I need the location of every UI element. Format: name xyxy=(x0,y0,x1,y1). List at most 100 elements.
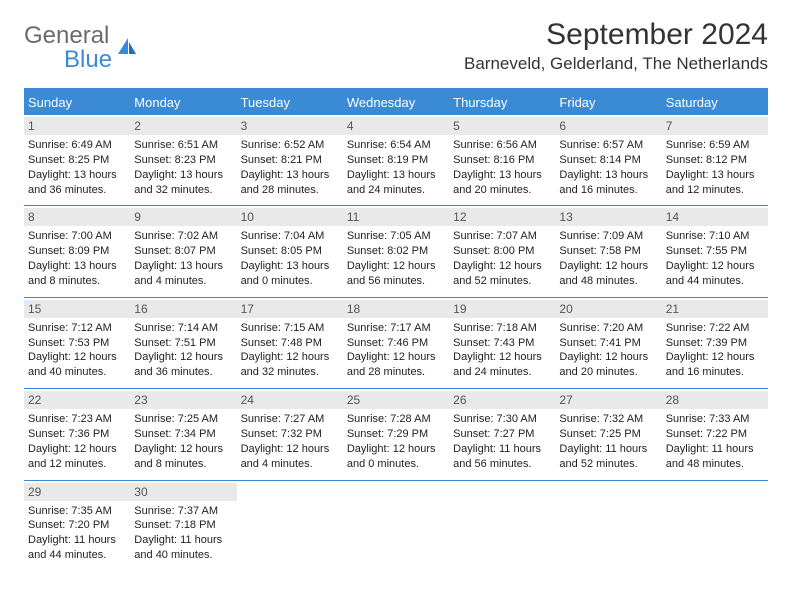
day-details: Sunrise: 7:05 AMSunset: 8:02 PMDaylight:… xyxy=(347,229,445,288)
dow-header: Saturday xyxy=(662,90,768,115)
day-number: 26 xyxy=(449,391,555,409)
title-block: September 2024 Barneveld, Gelderland, Th… xyxy=(464,18,768,74)
day-details: Sunrise: 6:49 AMSunset: 8:25 PMDaylight:… xyxy=(28,138,126,197)
day-cell xyxy=(237,481,343,571)
day-number xyxy=(555,483,661,501)
day-details: Sunrise: 7:17 AMSunset: 7:46 PMDaylight:… xyxy=(347,321,445,380)
day-number: 21 xyxy=(662,300,768,318)
day-details: Sunrise: 7:27 AMSunset: 7:32 PMDaylight:… xyxy=(241,412,339,471)
dow-header: Thursday xyxy=(449,90,555,115)
day-cell: 20Sunrise: 7:20 AMSunset: 7:41 PMDayligh… xyxy=(555,298,661,388)
day-cell: 12Sunrise: 7:07 AMSunset: 8:00 PMDayligh… xyxy=(449,206,555,296)
day-cell: 30 Sunrise: 7:37 AMSunset: 7:18 PMDayligh… xyxy=(130,481,236,571)
week-row: 1Sunrise: 6:49 AMSunset: 8:25 PMDaylight… xyxy=(24,115,768,206)
day-number: 27 xyxy=(555,391,661,409)
day-number xyxy=(237,483,343,501)
day-details: Sunrise: 7:23 AMSunset: 7:36 PMDaylight:… xyxy=(28,412,126,471)
month-title: September 2024 xyxy=(464,18,768,52)
day-cell: 7Sunrise: 6:59 AMSunset: 8:12 PMDaylight… xyxy=(662,115,768,205)
day-number: 19 xyxy=(449,300,555,318)
day-details: Sunrise: 7:32 AMSunset: 7:25 PMDaylight:… xyxy=(559,412,657,471)
day-cell: 18 Sunrise: 7:17 AMSunset: 7:46 PMDayligh… xyxy=(343,298,449,388)
day-number: 30 xyxy=(130,483,236,501)
day-details: Sunrise: 6:56 AMSunset: 8:16 PMDaylight:… xyxy=(453,138,551,197)
week-row: 8 Sunrise: 7:00 AMSunset: 8:09 PMDaylight… xyxy=(24,206,768,297)
day-number: 7 xyxy=(662,117,768,135)
dow-header: Tuesday xyxy=(237,90,343,115)
day-number: 3 xyxy=(237,117,343,135)
day-cell: 2 Sunrise: 6:51 AMSunset: 8:23 PMDaylight… xyxy=(130,115,236,205)
day-details: Sunrise: 7:35 AMSunset: 7:20 PMDaylight:… xyxy=(28,504,126,563)
day-number: 23 xyxy=(130,391,236,409)
day-details: Sunrise: 7:00 AMSunset: 8:09 PMDaylight:… xyxy=(28,229,126,288)
day-number xyxy=(343,483,449,501)
day-cell: 21 Sunrise: 7:22 AMSunset: 7:39 PMDayligh… xyxy=(662,298,768,388)
day-details: Sunrise: 7:18 AMSunset: 7:43 PMDaylight:… xyxy=(453,321,551,380)
day-number: 5 xyxy=(449,117,555,135)
day-cell: 25 Sunrise: 7:28 AMSunset: 7:29 PMDayligh… xyxy=(343,389,449,479)
logo-word2: Blue xyxy=(64,46,112,74)
day-number: 10 xyxy=(237,208,343,226)
day-number: 18 xyxy=(343,300,449,318)
day-details: Sunrise: 7:02 AMSunset: 8:07 PMDaylight:… xyxy=(134,229,232,288)
dow-header: Friday xyxy=(555,90,661,115)
logo-word1: General xyxy=(24,22,109,49)
day-number: 28 xyxy=(662,391,768,409)
day-number: 16 xyxy=(130,300,236,318)
week-row: 22 Sunrise: 7:23 AMSunset: 7:36 PMDayligh… xyxy=(24,389,768,480)
day-number: 14 xyxy=(662,208,768,226)
day-cell: 4Sunrise: 6:54 AMSunset: 8:19 PMDaylight… xyxy=(343,115,449,205)
day-number: 2 xyxy=(130,117,236,135)
day-details: Sunrise: 7:15 AMSunset: 7:48 PMDaylight:… xyxy=(241,321,339,380)
day-number: 22 xyxy=(24,391,130,409)
day-number: 24 xyxy=(237,391,343,409)
day-details: Sunrise: 7:37 AMSunset: 7:18 PMDaylight:… xyxy=(134,504,232,563)
day-cell: 19 Sunrise: 7:18 AMSunset: 7:43 PMDayligh… xyxy=(449,298,555,388)
day-details: Sunrise: 7:28 AMSunset: 7:29 PMDaylight:… xyxy=(347,412,445,471)
day-number: 4 xyxy=(343,117,449,135)
day-number: 8 xyxy=(24,208,130,226)
day-details: Sunrise: 7:04 AMSunset: 8:05 PMDaylight:… xyxy=(241,229,339,288)
day-cell xyxy=(662,481,768,571)
day-details: Sunrise: 6:57 AMSunset: 8:14 PMDaylight:… xyxy=(559,138,657,197)
day-details: Sunrise: 7:10 AMSunset: 7:55 PMDaylight:… xyxy=(666,229,764,288)
day-details: Sunrise: 7:33 AMSunset: 7:22 PMDaylight:… xyxy=(666,412,764,471)
day-cell: 17 Sunrise: 7:15 AMSunset: 7:48 PMDayligh… xyxy=(237,298,343,388)
day-details: Sunrise: 7:12 AMSunset: 7:53 PMDaylight:… xyxy=(28,321,126,380)
dow-row: SundayMondayTuesdayWednesdayThursdayFrid… xyxy=(24,90,768,115)
day-number: 20 xyxy=(555,300,661,318)
day-number: 6 xyxy=(555,117,661,135)
day-cell: 29Sunrise: 7:35 AMSunset: 7:20 PMDayligh… xyxy=(24,481,130,571)
day-details: Sunrise: 6:51 AMSunset: 8:23 PMDaylight:… xyxy=(134,138,232,197)
day-cell: 15 Sunrise: 7:12 AMSunset: 7:53 PMDayligh… xyxy=(24,298,130,388)
header: General Blue September 2024 Barneveld, G… xyxy=(24,18,768,74)
day-cell: 16 Sunrise: 7:14 AMSunset: 7:51 PMDayligh… xyxy=(130,298,236,388)
day-details: Sunrise: 7:30 AMSunset: 7:27 PMDaylight:… xyxy=(453,412,551,471)
day-cell: 3Sunrise: 6:52 AMSunset: 8:21 PMDaylight… xyxy=(237,115,343,205)
day-cell: 9 Sunrise: 7:02 AMSunset: 8:07 PMDaylight… xyxy=(130,206,236,296)
day-cell xyxy=(555,481,661,571)
day-cell xyxy=(449,481,555,571)
day-cell: 5 Sunrise: 6:56 AMSunset: 8:16 PMDaylight… xyxy=(449,115,555,205)
day-details: Sunrise: 7:22 AMSunset: 7:39 PMDaylight:… xyxy=(666,321,764,380)
day-cell: 6 Sunrise: 6:57 AMSunset: 8:14 PMDaylight… xyxy=(555,115,661,205)
day-number xyxy=(662,483,768,501)
day-number: 25 xyxy=(343,391,449,409)
weeks-container: 1Sunrise: 6:49 AMSunset: 8:25 PMDaylight… xyxy=(24,115,768,571)
day-cell: 26 Sunrise: 7:30 AMSunset: 7:27 PMDayligh… xyxy=(449,389,555,479)
day-details: Sunrise: 7:14 AMSunset: 7:51 PMDaylight:… xyxy=(134,321,232,380)
day-cell: 27 Sunrise: 7:32 AMSunset: 7:25 PMDayligh… xyxy=(555,389,661,479)
day-number: 15 xyxy=(24,300,130,318)
day-number: 9 xyxy=(130,208,236,226)
day-details: Sunrise: 7:07 AMSunset: 8:00 PMDaylight:… xyxy=(453,229,551,288)
day-cell: 14 Sunrise: 7:10 AMSunset: 7:55 PMDayligh… xyxy=(662,206,768,296)
day-cell: 10 Sunrise: 7:04 AMSunset: 8:05 PMDayligh… xyxy=(237,206,343,296)
dow-header: Monday xyxy=(130,90,236,115)
week-row: 29Sunrise: 7:35 AMSunset: 7:20 PMDayligh… xyxy=(24,481,768,571)
day-number: 13 xyxy=(555,208,661,226)
day-cell: 22 Sunrise: 7:23 AMSunset: 7:36 PMDayligh… xyxy=(24,389,130,479)
dow-header: Wednesday xyxy=(343,90,449,115)
day-number: 17 xyxy=(237,300,343,318)
day-cell: 8 Sunrise: 7:00 AMSunset: 8:09 PMDaylight… xyxy=(24,206,130,296)
calendar: SundayMondayTuesdayWednesdayThursdayFrid… xyxy=(24,88,768,571)
